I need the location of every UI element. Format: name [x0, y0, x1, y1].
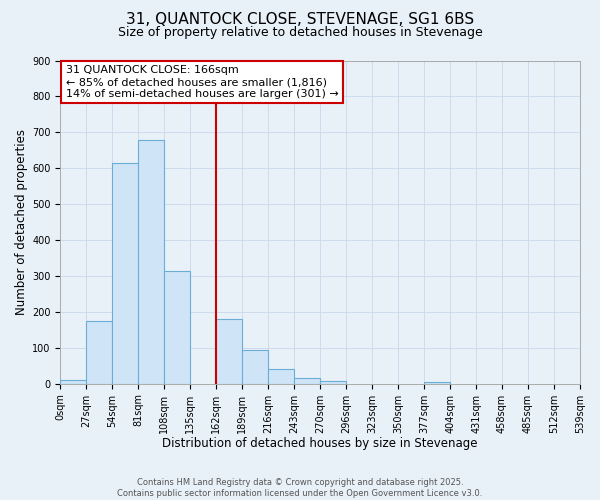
Text: Size of property relative to detached houses in Stevenage: Size of property relative to detached ho… — [118, 26, 482, 39]
X-axis label: Distribution of detached houses by size in Stevenage: Distribution of detached houses by size … — [163, 437, 478, 450]
Text: 31, QUANTOCK CLOSE, STEVENAGE, SG1 6BS: 31, QUANTOCK CLOSE, STEVENAGE, SG1 6BS — [126, 12, 474, 28]
Bar — [242, 350, 268, 384]
Bar — [86, 321, 112, 384]
Bar — [216, 319, 242, 384]
Bar — [112, 163, 139, 384]
Bar — [268, 368, 294, 384]
Bar — [139, 140, 164, 384]
Text: 31 QUANTOCK CLOSE: 166sqm
← 85% of detached houses are smaller (1,816)
14% of se: 31 QUANTOCK CLOSE: 166sqm ← 85% of detac… — [65, 66, 338, 98]
Bar — [61, 380, 86, 384]
Text: Contains HM Land Registry data © Crown copyright and database right 2025.
Contai: Contains HM Land Registry data © Crown c… — [118, 478, 482, 498]
Bar — [164, 270, 190, 384]
Y-axis label: Number of detached properties: Number of detached properties — [15, 129, 28, 315]
Bar — [424, 382, 450, 384]
Bar — [294, 378, 320, 384]
Bar — [320, 381, 346, 384]
